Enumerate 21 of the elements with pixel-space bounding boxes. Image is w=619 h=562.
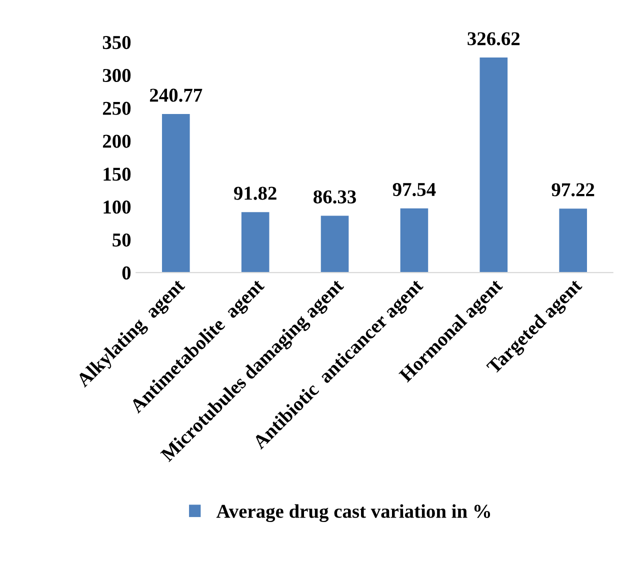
bar [162, 114, 190, 273]
data-label: 91.82 [234, 186, 276, 200]
data-label: 326.62 [468, 32, 520, 46]
legend-label: Average drug cast variation in % [216, 504, 490, 522]
y-tick-label: 250 [102, 102, 131, 115]
bar [559, 208, 587, 273]
y-tick-label: 350 [102, 36, 131, 50]
data-label: 97.22 [552, 183, 594, 196]
data-label: 240.77 [150, 88, 202, 102]
bar [480, 58, 508, 273]
y-tick-label: 100 [104, 200, 131, 214]
bar [241, 212, 270, 273]
y-tick-label: 200 [102, 134, 131, 148]
y-tick-label: 150 [104, 168, 131, 181]
bar [320, 216, 349, 273]
y-tick-label: 300 [102, 68, 131, 82]
data-label: 97.54 [392, 183, 436, 196]
bar [400, 208, 428, 273]
data-label: 86.33 [314, 190, 356, 204]
y-tick-label: 50 [112, 233, 131, 247]
y-tick-label: 0 [122, 266, 131, 280]
